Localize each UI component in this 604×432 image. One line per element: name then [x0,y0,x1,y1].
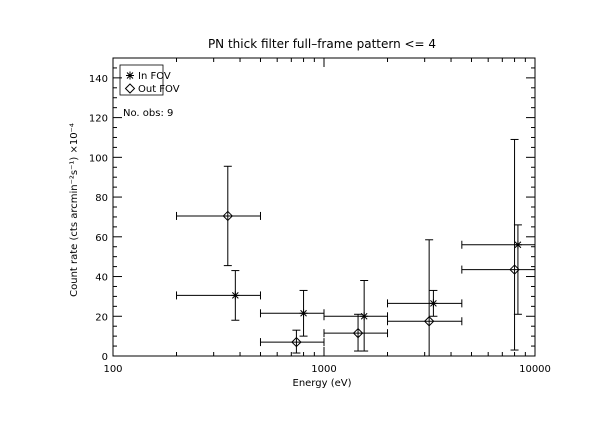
asterisk-marker [299,309,308,318]
data-point [323,280,389,352]
y-tick-label: 40 [95,273,108,284]
data-point [259,329,325,354]
asterisk-marker [360,312,369,321]
asterisk-marker [513,240,522,249]
diamond-marker [291,336,302,348]
data-point [461,138,536,351]
y-tick-label: 0 [102,352,108,363]
obs-count-annotation: No. obs: 9 [123,108,173,119]
legend-entry-in-fov: In FOV [126,71,171,82]
legend-entry-out-fov: Out FOV [124,83,180,95]
diamond-marker [423,316,435,327]
legend-box [119,64,164,96]
asterisk-marker [429,299,438,308]
data-point [176,270,261,321]
legend-diamond-icon [124,83,136,94]
data-point [323,313,389,352]
chart-title: PN thick filter full–frame pattern <= 4 [208,37,436,51]
y-tick-label: 100 [89,153,108,164]
series-out-fov [176,138,536,357]
legend-marker-diamond-icon [124,83,136,94]
diamond-marker [352,327,364,339]
y-tick-label: 20 [95,312,108,323]
x-tick-label: 10000 [519,364,551,375]
data-layer [176,138,536,357]
y-tick-label: 80 [95,193,108,204]
asterisk-marker [231,291,240,300]
y-tick-label: 60 [95,233,108,244]
x-axis-label: Energy (eV) [293,378,352,389]
x-tick-label: 100 [103,364,122,375]
series-in-fov [176,224,536,352]
y-axis: 0 20 40 60 80 100 120 140 [89,67,535,363]
data-point [259,289,325,337]
x-tick-label: 1000 [311,364,336,375]
legend-asterisk-icon [126,71,134,80]
diamond-marker [509,264,520,275]
y-tick-label: 140 [89,74,108,85]
diamond-marker [222,210,234,222]
y-tick-label: 120 [89,114,108,125]
data-point [387,239,463,357]
legend-label-out-fov: Out FOV [138,84,180,95]
x-axis: 100 1000 10000 [103,58,551,375]
legend-label-in-fov: In FOV [138,71,171,82]
y-axis-label: Count rate (cts arcmin⁻²s⁻¹) ×10⁻⁴ [69,123,80,297]
legend-marker-asterisk-icon [126,71,134,80]
data-point [176,165,261,267]
data-point [387,289,463,317]
